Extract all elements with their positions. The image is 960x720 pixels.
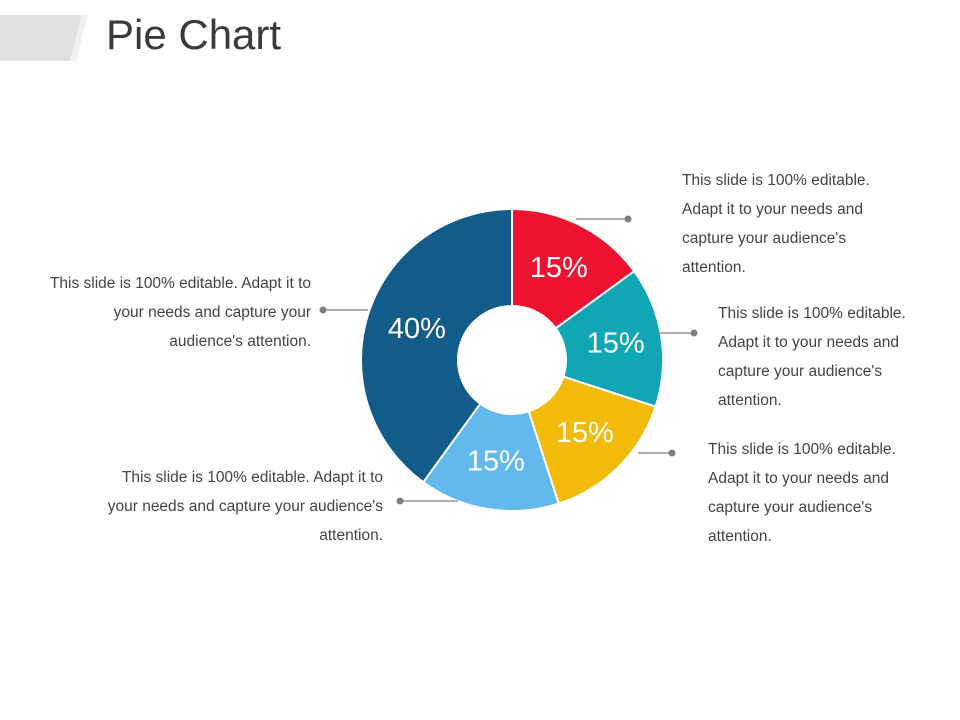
leader-dot-red bbox=[624, 215, 632, 223]
slice-label-lightblue: 15% bbox=[467, 446, 525, 478]
slice-label-navy: 40% bbox=[388, 313, 446, 345]
slice-navy bbox=[360, 207, 513, 484]
title-accent-stripe bbox=[70, 15, 88, 61]
slice-label-red: 15% bbox=[530, 252, 588, 284]
slide-title: Pie Chart bbox=[106, 11, 282, 58]
slice-label-teal: 15% bbox=[587, 328, 645, 360]
callout-red-slice: This slide is 100% editable. Adapt it to… bbox=[682, 172, 870, 276]
callout-teal-slice: This slide is 100% editable. Adapt it to… bbox=[718, 305, 906, 409]
callout-navy-slice: This slide is 100% editable. Adapt it to… bbox=[49, 275, 311, 350]
leader-dot-teal bbox=[690, 329, 698, 337]
slice-red bbox=[511, 207, 636, 330]
callout-yellow-slice: This slide is 100% editable. Adapt it to… bbox=[708, 441, 896, 545]
slice-yellow bbox=[527, 375, 657, 505]
slice-lightblue bbox=[421, 402, 560, 512]
leader-dot-navy bbox=[319, 306, 327, 314]
leader-dot-yellow bbox=[668, 449, 676, 457]
title-accent-bar bbox=[0, 15, 88, 61]
slice-teal bbox=[554, 269, 664, 408]
title-accent-shape bbox=[0, 15, 82, 61]
slice-label-yellow: 15% bbox=[556, 417, 614, 449]
leader-dot-lightblue bbox=[396, 497, 404, 505]
callout-lightblue-slice: This slide is 100% editable. Adapt it to… bbox=[107, 469, 383, 544]
